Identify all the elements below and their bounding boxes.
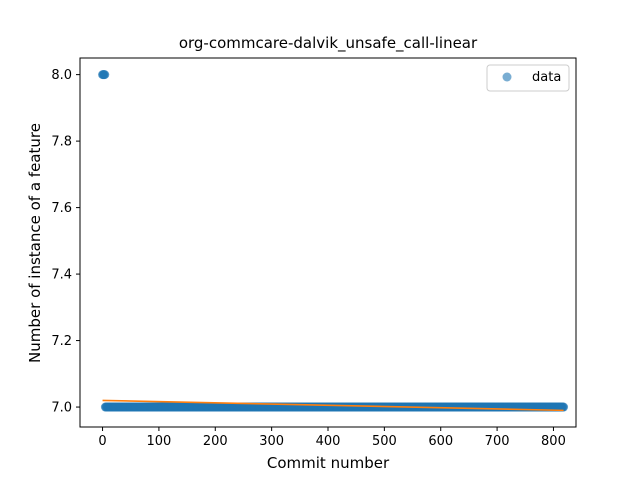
legend-marker-data: [502, 72, 512, 82]
x-tick-label: 200: [203, 434, 228, 449]
x-tick-label: 500: [372, 434, 397, 449]
legend-label-data: data: [532, 70, 561, 85]
x-tick-label: 600: [428, 434, 453, 449]
x-tick-label: 300: [259, 434, 284, 449]
x-tick-label: 400: [316, 434, 341, 449]
y-tick-label: 7.0: [51, 401, 72, 416]
x-tick-label: 0: [98, 434, 106, 449]
y-tick-label: 7.4: [51, 268, 72, 283]
chart-title: org-commcare-dalvik_unsafe_call-linear: [179, 34, 478, 53]
y-tick-label: 7.2: [51, 334, 72, 349]
y-tick-label: 8.0: [51, 68, 72, 83]
x-tick-label: 800: [541, 434, 566, 449]
y-tick-label: 7.6: [51, 201, 72, 216]
series-data: [98, 70, 569, 412]
data-point: [559, 402, 569, 412]
fit-line: [102, 399, 564, 412]
y-axis-label: Number of instance of a feature: [26, 123, 44, 363]
x-axis: 0 100 200 300 400 500 600 700 800: [98, 427, 566, 449]
plot-area: [98, 70, 569, 412]
legend-box: [486, 64, 570, 92]
data-point: [100, 70, 110, 80]
y-axis: 7.0 7.2 7.4 7.6 7.8 8.0: [51, 68, 80, 416]
x-axis-label: Commit number: [267, 454, 390, 472]
x-tick-label: 700: [485, 434, 510, 449]
y-tick-label: 7.8: [51, 135, 72, 150]
x-tick-label: 100: [146, 434, 171, 449]
legend: data: [486, 64, 570, 92]
